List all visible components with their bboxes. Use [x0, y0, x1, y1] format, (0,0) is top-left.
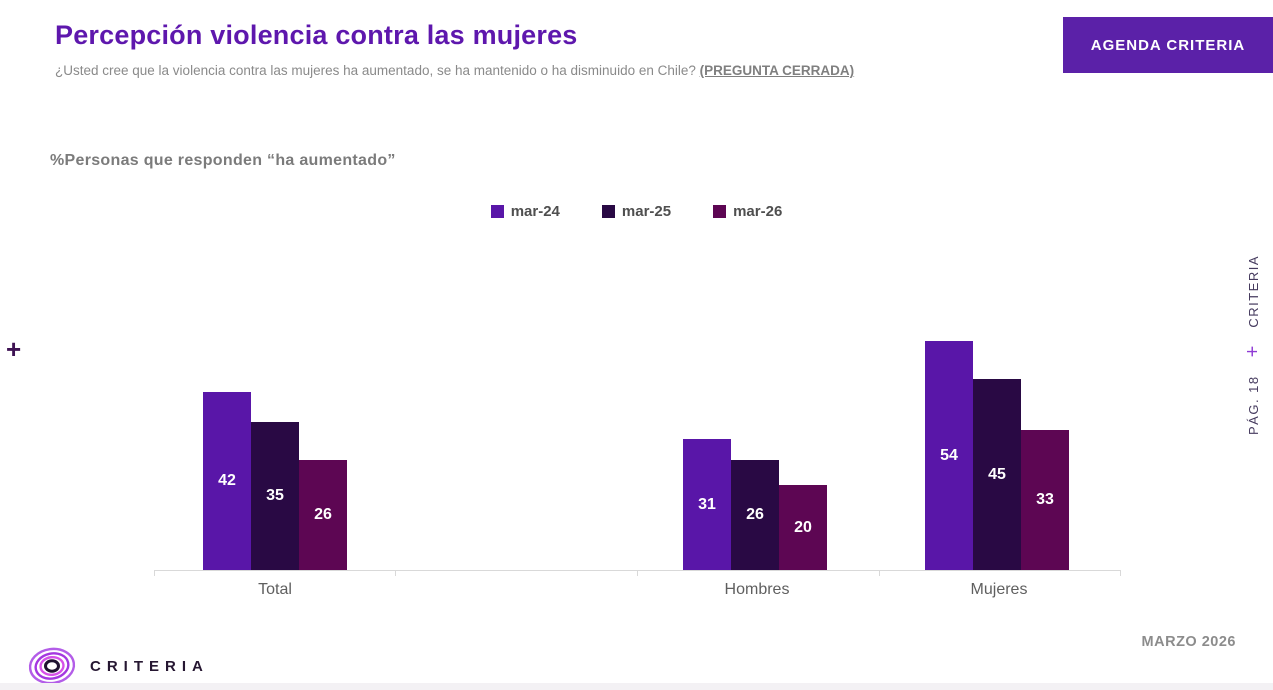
bar-value-label: 35	[266, 487, 284, 504]
bar-mar-26-hombres: 20	[779, 485, 827, 570]
legend-swatch-mar-24	[490, 205, 504, 218]
criteria-logo-icon	[28, 647, 76, 685]
page-title: Percepción violencia contra las mujeres	[55, 20, 578, 50]
legend-item-mar-26: mar-26	[713, 203, 782, 220]
bar-mar-26-mujeres: 33	[1021, 430, 1069, 570]
legend-item-mar-25: mar-25	[601, 203, 672, 220]
legend-item-mar-24: mar-24	[490, 203, 560, 220]
chart-note: %Personas que responden “ha aumentado”	[50, 152, 396, 169]
bar-value-label: 26	[314, 506, 332, 523]
plus-decoration-left: +	[6, 334, 22, 364]
bar-value-label: 26	[746, 506, 764, 523]
legend-swatch-mar-25	[601, 205, 615, 218]
footer-date: MARZO 2026	[1141, 634, 1236, 650]
bar-mar-24-hombres: 31	[683, 439, 731, 570]
x-axis-tick	[879, 570, 880, 576]
side-rail-page-number: PÁG. 18	[1245, 375, 1261, 435]
category-label-hombres: Hombres	[724, 581, 790, 598]
bar-value-label: 20	[794, 518, 812, 536]
criteria-logo-text: CRITERIA	[90, 657, 209, 675]
question-type-label[interactable]: (PREGUNTA CERRADA)	[699, 63, 855, 78]
bar-mar-24-total: 42	[203, 392, 251, 570]
agenda-criteria-button[interactable]: AGENDA CRITERIA	[1063, 17, 1273, 73]
plus-decoration-right: +	[1241, 345, 1264, 358]
bar-value-label: 45	[988, 465, 1006, 483]
side-rail-brand: CRITERIA	[1245, 255, 1261, 328]
x-axis-tick	[395, 570, 396, 576]
side-rail: PÁG. 18 + CRITERIA	[1241, 235, 1264, 455]
bar-mar-25-mujeres: 45	[973, 379, 1021, 570]
bar-value-label: 42	[218, 472, 236, 489]
criteria-logo: CRITERIA	[26, 645, 209, 687]
bottom-strip	[0, 683, 1273, 690]
bar-value-label: 54	[940, 446, 958, 464]
category-label-total: Total	[258, 581, 292, 598]
bar-mar-25-total: 35	[251, 422, 299, 570]
bar-value-label: 31	[698, 495, 716, 513]
x-axis-tick	[1120, 570, 1121, 576]
bar-mar-24-mujeres: 54	[925, 341, 973, 570]
survey-question: ¿Usted cree que la violencia contra las …	[55, 63, 854, 78]
legend-label: mar-25	[621, 203, 672, 220]
category-label-mujeres: Mujeres	[970, 581, 1028, 598]
survey-question-text: ¿Usted cree que la violencia contra las …	[55, 63, 700, 78]
chart-legend: mar-24 mar-25 mar-26	[0, 203, 1273, 220]
bar-value-label: 33	[1036, 491, 1054, 508]
bar-mar-25-hombres: 26	[731, 460, 779, 570]
legend-label: mar-24	[510, 203, 560, 220]
x-axis-tick	[154, 570, 155, 576]
legend-label: mar-26	[733, 203, 783, 220]
legend-swatch-mar-26	[713, 205, 727, 218]
bar-mar-26-total: 26	[299, 460, 347, 570]
x-axis-tick	[637, 570, 638, 576]
